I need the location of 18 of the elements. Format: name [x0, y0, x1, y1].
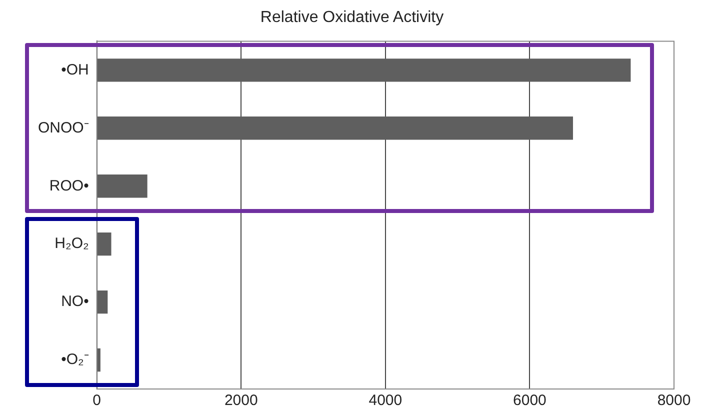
bar: [97, 232, 112, 256]
bar: [97, 174, 148, 198]
bar: [97, 116, 573, 140]
y-tick-label: •O₂⁻: [61, 351, 89, 368]
y-tick-label: •OH: [61, 61, 89, 78]
y-tick-label: H₂O₂: [54, 235, 89, 252]
bar: [97, 348, 100, 372]
y-tick-label: NO•: [61, 293, 89, 310]
x-tick-label: 2000: [224, 392, 258, 410]
x-tick-label: 8000: [657, 392, 691, 410]
bar: [97, 58, 631, 82]
bar: [97, 290, 108, 314]
x-tick-label: 4000: [368, 392, 402, 410]
y-tick-label: ROO•: [49, 177, 89, 194]
x-tick-label: 6000: [513, 392, 546, 410]
x-tick-label: 0: [92, 392, 102, 410]
chart-title: Relative Oxidative Activity: [260, 9, 444, 26]
y-tick-label: ONOO⁻: [38, 119, 89, 136]
